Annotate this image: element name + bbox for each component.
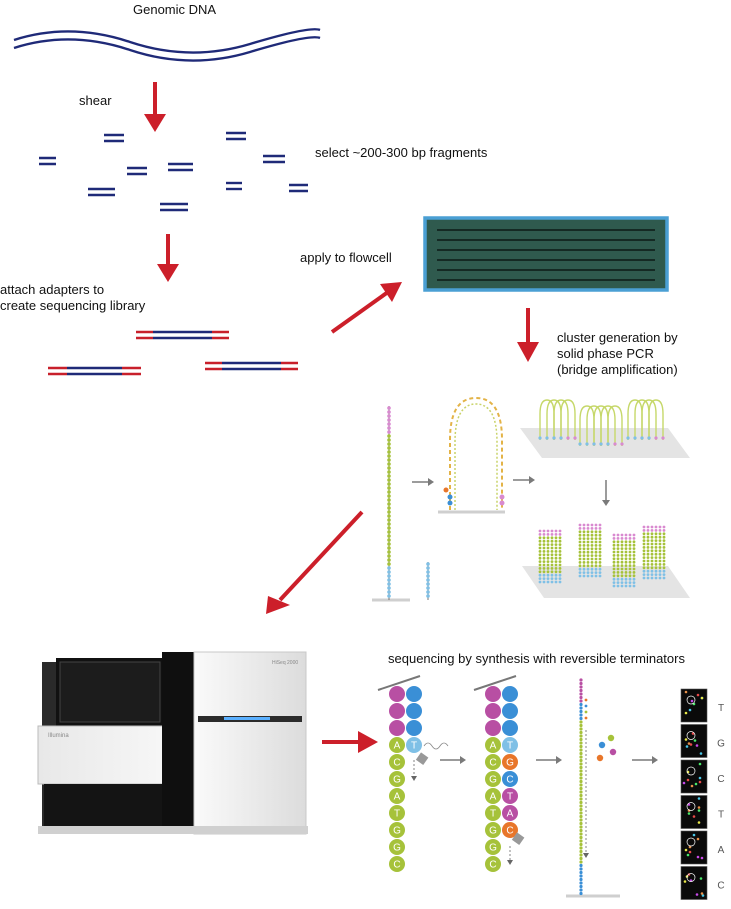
free-nucleotides (596, 734, 617, 762)
amplified-clusters (538, 523, 666, 588)
cluster-images-column: T G C T A C (680, 688, 725, 900)
genomic-dna-strand (13, 28, 321, 62)
attach-adapters-line-2: create sequencing library (0, 298, 146, 313)
svg-text:A: A (490, 792, 497, 803)
shear-label: shear (79, 93, 112, 108)
attach-adapters-label: attach adapters to create sequencing lib… (0, 282, 145, 314)
apply-flowcell-label: apply to flowcell (300, 250, 392, 265)
svg-text:T: T (507, 741, 513, 752)
svg-text:T: T (394, 809, 400, 820)
single-strand-template (387, 406, 391, 600)
svg-text:G: G (393, 775, 401, 786)
short-primer-strand (426, 562, 430, 600)
svg-text:T: T (411, 741, 417, 752)
shear-arrow (144, 82, 166, 132)
bridge-arch (443, 396, 505, 510)
attach-adapters-line-1: attach adapters to (0, 282, 105, 297)
machine-brand-left: Illumina (48, 733, 69, 739)
svg-text:A: A (394, 741, 401, 752)
cluster-generation-line-2: solid phase PCR (557, 346, 654, 361)
svg-text:T: T (507, 792, 513, 803)
flowcell-arrow (330, 282, 402, 334)
flowcell (423, 216, 669, 292)
base-call-label: T (718, 810, 724, 821)
svg-text:C: C (489, 758, 496, 769)
svg-text:C: C (393, 860, 400, 871)
adapter-fragment-1 (136, 330, 229, 340)
base-call-label: G (717, 739, 725, 750)
sheared-fragments (39, 131, 308, 212)
cluster-generation-line-3: (bridge amplification) (557, 362, 678, 377)
svg-text:G: G (393, 843, 401, 854)
sbs-label: sequencing by synthesis with reversible … (388, 651, 685, 666)
svg-text:A: A (507, 809, 514, 820)
arched-clusters (538, 399, 665, 446)
sbs-arrow (322, 731, 378, 753)
svg-text:A: A (394, 792, 401, 803)
cluster-generation-line-1: cluster generation by (557, 330, 678, 345)
hiseq-instrument: Illumina HiSeq 2000 (37, 651, 308, 835)
svg-text:G: G (489, 826, 497, 837)
svg-text:C: C (393, 758, 400, 769)
bridge-amplification-panel (372, 396, 690, 602)
svg-text:G: G (489, 843, 497, 854)
base-call-label: C (717, 774, 724, 785)
genomic-dna-label: Genomic DNA (133, 2, 217, 17)
library-arrow (157, 234, 179, 282)
svg-text:G: G (393, 826, 401, 837)
machine-arrow (266, 510, 364, 614)
select-fragments-label: select ~200-300 bp fragments (315, 145, 488, 160)
machine-brand-right: HiSeq 2000 (272, 660, 298, 666)
svg-text:T: T (490, 809, 496, 820)
svg-text:A: A (490, 741, 497, 752)
sbs-long-strand (566, 678, 620, 898)
svg-text:G: G (489, 775, 497, 786)
svg-text:C: C (489, 860, 496, 871)
svg-text:C: C (506, 826, 513, 837)
base-call-label: A (718, 845, 725, 856)
cluster-generation-label: cluster generation by solid phase PCR (b… (557, 330, 678, 378)
base-call-label: T (718, 703, 724, 714)
svg-text:G: G (506, 758, 514, 769)
adapter-fragment-3 (205, 361, 298, 371)
base-call-label: C (717, 881, 724, 892)
adapter-fragment-2 (48, 366, 141, 376)
cluster-arrow (517, 308, 539, 362)
svg-text:C: C (506, 775, 513, 786)
